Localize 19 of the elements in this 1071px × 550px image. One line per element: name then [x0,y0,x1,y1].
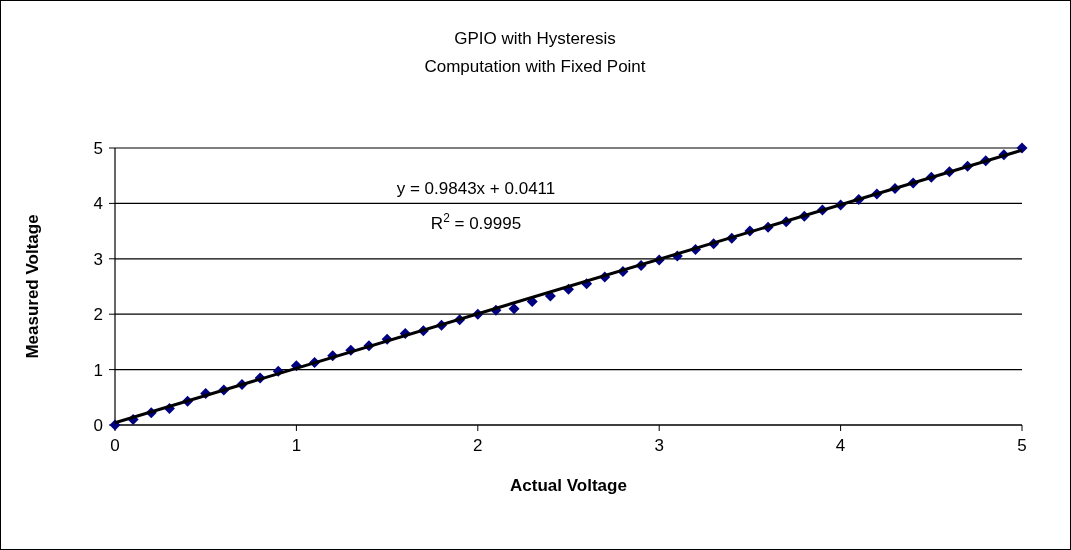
point [508,303,520,315]
x-tick-label: 0 [110,436,120,455]
y-tick-label: 0 [93,415,103,435]
annotation: y = 0.9843x + 0.0411 [396,179,556,198]
x-tick-label: 4 [835,436,846,455]
x-tick-label: 3 [654,436,664,455]
y-tick-label: 4 [93,194,103,214]
x-tick-label: 2 [473,436,483,455]
x-tick-label: 5 [1017,436,1027,455]
x-axis-title: Actual Voltage [510,476,627,495]
y-axis-title: Measured Voltage [23,214,42,359]
annotation: R$^{2}$ = 0.9995 [430,211,522,233]
y-tick-label: 5 [93,138,103,158]
x-tick-label: 1 [291,436,302,455]
chart-subtitle: Computation with Fixed Point [424,57,646,76]
chart-title: GPIO with Hysteresis [454,29,616,48]
y-tick-label: 1 [93,360,103,380]
y-tick-label: 3 [93,249,103,269]
y-tick-label: 2 [93,305,103,325]
